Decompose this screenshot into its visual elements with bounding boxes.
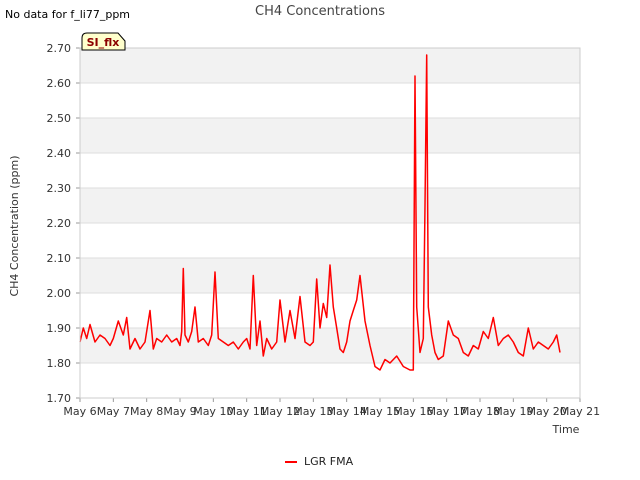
x-tick-label: May 20 [527, 405, 567, 418]
y-tick-label: 2.40 [47, 147, 72, 160]
y-tick-label: 2.30 [47, 182, 72, 195]
legend-label: LGR FMA [304, 455, 354, 468]
background-band [80, 118, 580, 153]
x-axis-label: Time [552, 423, 580, 436]
x-tick-label: May 14 [327, 405, 367, 418]
x-tick-label: May 19 [493, 405, 533, 418]
y-tick-label: 1.70 [47, 392, 72, 405]
x-tick-label: May 13 [293, 405, 333, 418]
x-tick-label: May 17 [427, 405, 467, 418]
background-band [80, 188, 580, 223]
x-tick-label: May 6 [63, 405, 96, 418]
x-tick-label: May 9 [163, 405, 196, 418]
background-band [80, 48, 580, 83]
no-data-note: No data for f_li77_ppm [5, 8, 130, 21]
x-tick-label: May 16 [393, 405, 433, 418]
plot-area: 1.70 1.80 1.90 2.00 2.10 2.20 2.30 2.40 2.50 2.60… [47, 42, 601, 418]
x-tick-label: May 8 [130, 405, 163, 418]
series-line-lgr-fma [79, 54, 561, 371]
y-tick-label: 2.20 [47, 217, 72, 230]
y-tick-label: 2.00 [47, 287, 72, 300]
y-axis-ticks: 1.70 1.80 1.90 2.00 2.10 2.20 2.30 2.40 2.50 2.60… [47, 42, 80, 405]
plot-frame [79, 47, 581, 399]
y-tick-label: 2.10 [47, 252, 72, 265]
y-axis-label: CH4 Concentration (ppm) [8, 155, 21, 296]
y-tick-label: 1.80 [47, 357, 72, 370]
chart-title: CH4 Concentrations [255, 4, 385, 19]
y-tick-label: 2.70 [47, 42, 72, 55]
y-tick-label: 2.60 [47, 77, 72, 90]
y-tick-label: 2.50 [47, 112, 72, 125]
x-tick-label: May 15 [360, 405, 400, 418]
badge-shape [81, 32, 126, 51]
x-tick-label: May 12 [260, 405, 300, 418]
x-tick-label: May 7 [97, 405, 130, 418]
x-tick-label: May 18 [460, 405, 500, 418]
x-tick-label: May 11 [227, 405, 267, 418]
x-tick-label: May 10 [193, 405, 233, 418]
si-flx-badge[interactable]: SI_flx [81, 32, 126, 51]
x-tick-label: May 21 [560, 405, 600, 418]
legend[interactable]: LGR FMA [285, 455, 354, 468]
y-tick-label: 1.90 [47, 322, 72, 335]
badge-label: SI_flx [87, 36, 120, 49]
background-bands [80, 48, 580, 363]
